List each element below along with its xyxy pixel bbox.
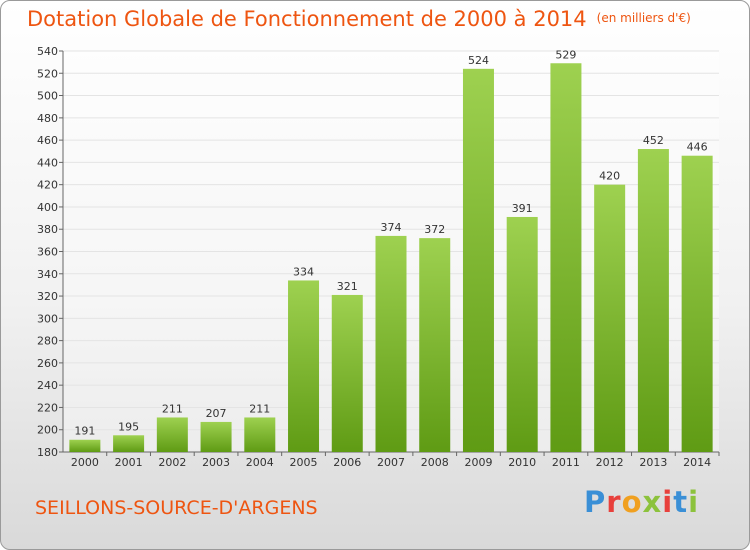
x-tick-label: 2001 <box>115 456 143 469</box>
y-tick-label: 480 <box>37 112 58 125</box>
x-tick-label: 2004 <box>246 456 274 469</box>
bar <box>419 238 451 452</box>
y-tick-label: 420 <box>37 179 58 192</box>
x-tick-labels: 2000 2001 2002 2003 2004 2005 2006 2007 2008 2009… <box>71 456 711 469</box>
y-tick-label: 280 <box>37 335 58 348</box>
x-tick-label: 2014 <box>683 456 711 469</box>
data-label: 374 <box>381 221 402 234</box>
logo-letter: r <box>606 485 622 519</box>
data-label: 211 <box>249 402 270 415</box>
bar <box>244 417 276 452</box>
data-label: 191 <box>74 425 95 438</box>
y-tick-label: 320 <box>37 290 58 303</box>
y-tick-label: 520 <box>37 67 58 80</box>
logo-letter: t <box>673 485 689 519</box>
bar <box>462 68 494 453</box>
data-labels: 191 195 211 207 211 334 321 374 372 524 391 529 420 4… <box>74 48 707 437</box>
data-label: 420 <box>599 170 620 183</box>
chart-title-text: Dotation Globale de Fonctionnement de 20… <box>27 7 587 31</box>
x-tick-label: 2006 <box>333 456 361 469</box>
bar <box>113 435 145 452</box>
bar <box>69 439 101 452</box>
y-tick-label: 460 <box>37 134 58 147</box>
y-tick-label: 340 <box>37 268 58 281</box>
y-tick-label: 300 <box>37 312 58 325</box>
y-tick-label: 220 <box>37 401 58 414</box>
y-tick-label: 200 <box>37 424 58 437</box>
bar <box>375 235 407 452</box>
y-tick-label: 240 <box>37 379 58 392</box>
data-label: 446 <box>687 141 708 154</box>
logo-letter: i <box>662 485 674 519</box>
y-tick-label: 400 <box>37 201 58 214</box>
logo-letter: o <box>621 485 643 519</box>
proxiti-logo: Proxiti <box>584 485 699 519</box>
x-tick-label: 2009 <box>464 456 492 469</box>
chart-title: Dotation Globale de Fonctionnement de 20… <box>27 7 691 31</box>
y-tick-label: 180 <box>37 446 58 459</box>
commune-name: SEILLONS-SOURCE-D'ARGENS <box>35 497 318 519</box>
data-label: 207 <box>206 407 227 420</box>
y-tick-labels: 180 200 220 240 260 280 300 320 340 360 380 400 420 4… <box>37 45 58 459</box>
x-tick-label: 2008 <box>421 456 449 469</box>
data-label: 452 <box>643 134 664 147</box>
x-tick-label: 2013 <box>639 456 667 469</box>
data-label: 372 <box>424 223 445 236</box>
x-tick-label: 2002 <box>158 456 186 469</box>
logo-letter: i <box>688 485 700 519</box>
data-label: 529 <box>555 48 576 61</box>
logo-letter: x <box>642 485 663 519</box>
bar <box>681 155 713 452</box>
x-tick-label: 2003 <box>202 456 230 469</box>
bar <box>594 184 626 452</box>
bar <box>288 280 320 452</box>
bar <box>200 421 232 452</box>
bars <box>69 63 713 453</box>
x-tick-label: 2000 <box>71 456 99 469</box>
data-label: 524 <box>468 54 489 67</box>
bar <box>637 149 669 452</box>
x-tick-label: 2010 <box>508 456 536 469</box>
bar <box>550 63 582 452</box>
x-tick-label: 2012 <box>596 456 624 469</box>
bar <box>331 294 363 452</box>
x-tick-label: 2005 <box>290 456 318 469</box>
data-label: 321 <box>337 280 358 293</box>
data-label: 391 <box>512 202 533 215</box>
y-tick-label: 260 <box>37 357 58 370</box>
x-tick-label: 2011 <box>552 456 580 469</box>
bar <box>506 216 538 452</box>
y-tick-label: 500 <box>37 90 58 103</box>
y-tick-label: 380 <box>37 223 58 236</box>
logo-letter: P <box>584 485 607 519</box>
data-label: 334 <box>293 265 314 278</box>
y-tick-label: 540 <box>37 45 58 58</box>
x-tick-label: 2007 <box>377 456 405 469</box>
y-tick-label: 440 <box>37 156 58 169</box>
chart-title-unit: (en milliers d'€) <box>596 11 691 25</box>
bar <box>156 417 188 452</box>
data-label: 211 <box>162 402 183 415</box>
data-label: 195 <box>118 420 139 433</box>
y-tick-label: 360 <box>37 246 58 259</box>
